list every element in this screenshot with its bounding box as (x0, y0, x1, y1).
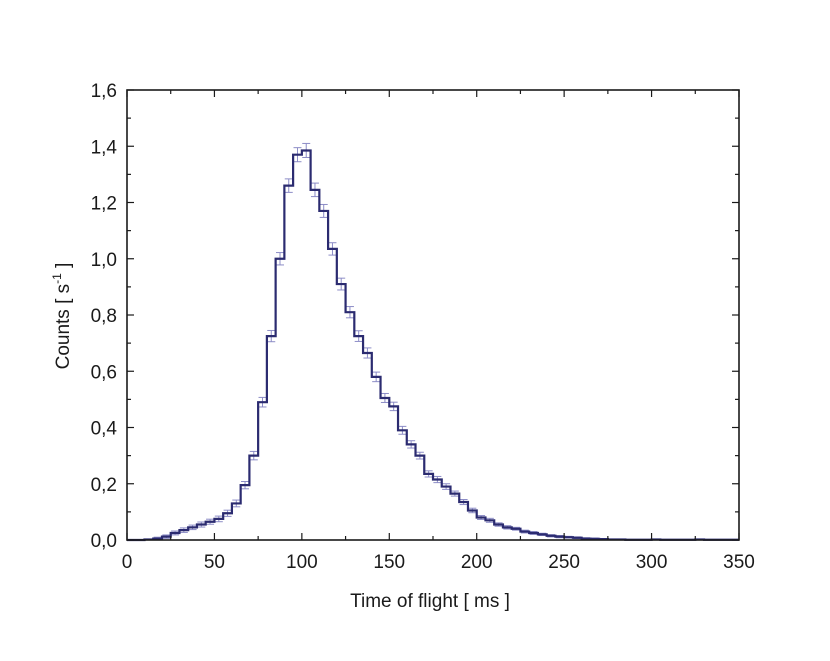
y-tick-label: 0,6 (91, 362, 117, 383)
y-tick-label: 1,0 (91, 250, 117, 271)
y-tick-label: 0,0 (91, 531, 117, 552)
y-tick-label: 1,6 (91, 81, 117, 102)
plot-area (126, 89, 740, 542)
y-axis-title-main: Counts [ s (53, 284, 74, 370)
histogram-step-line (127, 149, 739, 542)
x-tick-label: 250 (548, 552, 580, 573)
y-tick-label: 0,4 (91, 419, 118, 440)
x-tick-label: 150 (373, 552, 405, 573)
y-tick-label: 0,8 (91, 306, 117, 327)
error-bars (153, 142, 599, 541)
y-axis-title: Counts [ s-1 ] (50, 263, 74, 370)
plot-frame (126, 89, 740, 541)
x-tick-label: 0 (122, 552, 133, 573)
x-tick-label: 350 (723, 552, 755, 573)
x-tick-label: 100 (286, 552, 318, 573)
y-axis-title-close: ] (53, 263, 74, 274)
y-tick-labels: 0,0 0,2 0,4 0,6 0,8 1,0 1,2 1,4 1,6 (91, 81, 118, 552)
x-tick-label: 200 (461, 552, 493, 573)
y-tick-label: 1,2 (91, 194, 117, 215)
axis-ticks (126, 89, 740, 541)
x-tick-label: 300 (636, 552, 668, 573)
y-tick-label: 0,2 (91, 475, 117, 496)
x-tick-labels: 0 50 100 150 200 250 300 350 (122, 552, 755, 573)
y-tick-label: 1,4 (91, 137, 118, 158)
x-tick-label: 50 (204, 552, 225, 573)
x-axis-title: Time of flight [ ms ] (350, 591, 510, 612)
y-axis-title-superscript: -1 (50, 273, 64, 284)
